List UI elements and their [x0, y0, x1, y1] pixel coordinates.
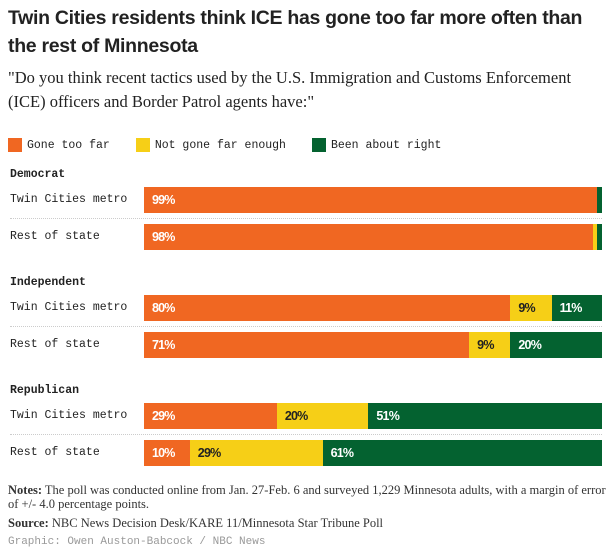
legend-label: Gone too far: [27, 138, 110, 152]
bar-segment: 9%: [510, 295, 552, 321]
stacked-bar: 71% 9% 20%: [144, 332, 602, 358]
data-label: 20%: [518, 338, 542, 352]
notes-text: The poll was conducted online from Jan. …: [8, 483, 606, 511]
bar-segment: 9%: [469, 332, 511, 358]
data-label: 9%: [518, 301, 535, 315]
credit: Graphic: Owen Auston-Babcock / NBC News: [8, 536, 266, 548]
legend-swatch: [311, 138, 326, 152]
source: Source: NBC News Decision Desk/KARE 11/M…: [8, 516, 383, 531]
bar-segment: [597, 187, 602, 213]
bar-segment: 98%: [144, 224, 593, 250]
stacked-bar: 80% 9% 11%: [144, 295, 602, 321]
bar-segment: 80%: [144, 295, 511, 321]
bar-segment: 29%: [144, 403, 277, 429]
data-label: 9%: [477, 338, 494, 352]
data-label: 10%: [152, 446, 175, 460]
bar-segment: 51%: [368, 403, 602, 429]
data-label: 29%: [197, 446, 221, 460]
bar-segment: 29%: [189, 440, 323, 466]
data-label: 29%: [152, 409, 175, 423]
row-divider: [10, 326, 602, 327]
bar-segment: 71%: [144, 332, 470, 358]
row-label: Twin Cities metro: [10, 193, 128, 206]
legend-item: Not gone far enough: [135, 138, 286, 152]
bar-segment: 11%: [551, 295, 602, 321]
row-label: Rest of state: [10, 230, 100, 243]
bar-segment: 61%: [322, 440, 602, 466]
notes: Notes: The poll was conducted online fro…: [8, 483, 608, 511]
legend-item: Gone too far: [8, 138, 110, 152]
data-label: 11%: [559, 301, 583, 315]
data-label: 99%: [152, 193, 175, 207]
row-label: Rest of state: [10, 446, 100, 459]
row-divider: [10, 218, 602, 219]
bar-segment: 10%: [144, 440, 190, 466]
data-label: 51%: [376, 409, 400, 423]
row-label: Rest of state: [10, 338, 100, 351]
row-label: Twin Cities metro: [10, 301, 128, 314]
notes-label: Notes:: [8, 483, 43, 497]
bar-segment: 20%: [276, 403, 369, 429]
group-label: Republican: [10, 384, 80, 397]
group-label: Democrat: [10, 168, 66, 181]
legend: Gone too far Not gone far enough Been abou…: [8, 138, 467, 152]
row-label: Twin Cities metro: [10, 409, 128, 422]
group-label: Independent: [10, 276, 86, 289]
legend-swatch: [8, 138, 22, 152]
legend-swatch: [135, 138, 150, 152]
stacked-bar: 98%: [144, 224, 602, 250]
stacked-bar: 10% 29% 61%: [144, 440, 602, 466]
legend-label: Been about right: [330, 138, 442, 152]
chart-title: Twin Cities residents think ICE has gone…: [8, 7, 583, 57]
chart-subtitle: "Do you think recent tactics used by the…: [8, 68, 572, 111]
stacked-bar: 29% 20% 51%: [144, 403, 602, 429]
bar-segment: 20%: [510, 332, 602, 358]
legend-label: Not gone far enough: [154, 138, 286, 152]
bar-segment: [597, 224, 602, 250]
legend-item: Been about right: [311, 138, 442, 152]
bar-segment: [592, 224, 598, 250]
bar-segment: 99%: [144, 187, 598, 213]
stacked-bar: 99%: [144, 187, 602, 213]
data-label: 71%: [152, 338, 175, 352]
data-label: 61%: [330, 446, 354, 460]
data-label: 20%: [284, 409, 308, 423]
row-divider: [10, 434, 602, 435]
data-label: 80%: [152, 301, 175, 315]
source-text: NBC News Decision Desk/KARE 11/Minnesota…: [48, 516, 384, 530]
data-label: 98%: [152, 230, 175, 244]
source-label: Source:: [8, 516, 49, 530]
